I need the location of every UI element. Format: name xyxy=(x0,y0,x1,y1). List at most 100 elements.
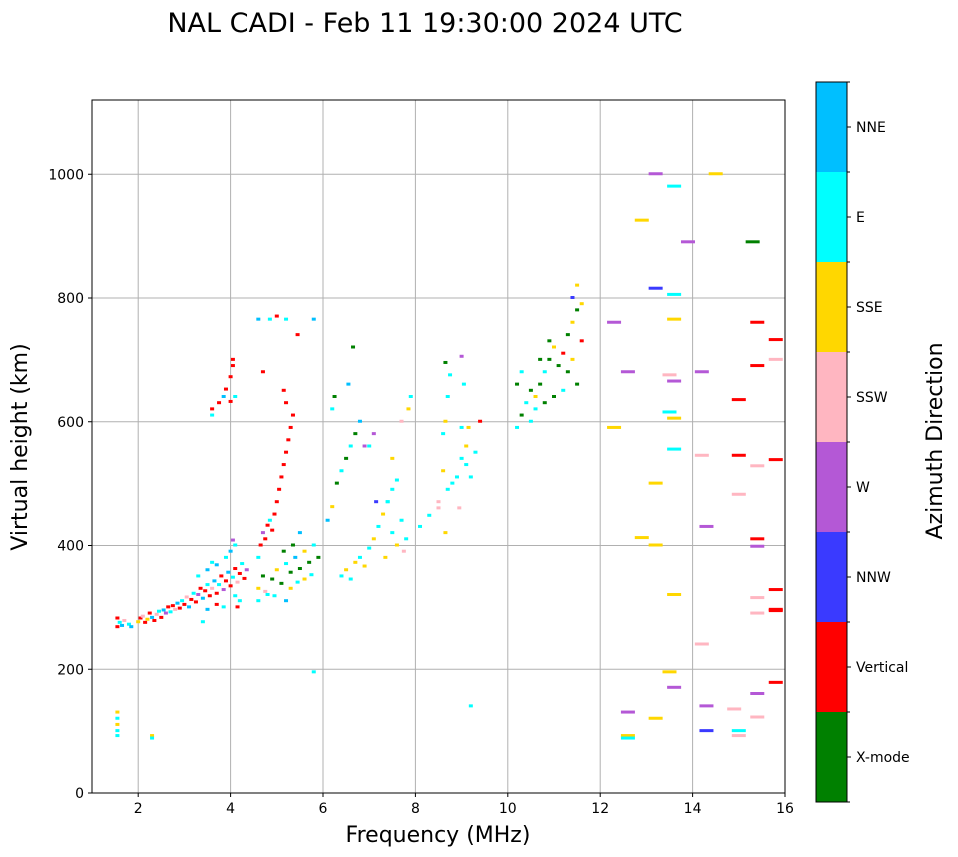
data-point xyxy=(348,444,353,448)
data-point xyxy=(731,453,746,457)
data-point xyxy=(575,382,580,386)
data-point xyxy=(448,373,453,377)
data-point xyxy=(177,606,182,610)
data-point xyxy=(210,407,215,411)
data-point xyxy=(219,574,224,578)
data-point xyxy=(374,500,379,504)
colorbar-label: SSW xyxy=(856,390,888,406)
data-point xyxy=(309,573,314,577)
data-point xyxy=(468,704,473,708)
data-point xyxy=(436,500,441,504)
data-point xyxy=(286,438,291,442)
data-point xyxy=(436,506,441,510)
data-point xyxy=(394,478,399,482)
data-point xyxy=(297,531,302,535)
data-point xyxy=(607,425,622,429)
data-point xyxy=(454,475,459,479)
data-point xyxy=(542,401,547,405)
data-point xyxy=(295,333,300,337)
data-point xyxy=(561,351,566,355)
data-point xyxy=(237,599,242,603)
data-point xyxy=(750,715,765,719)
data-point xyxy=(115,616,120,620)
data-point xyxy=(699,704,714,708)
data-point xyxy=(217,401,222,405)
data-point xyxy=(196,593,201,596)
data-point xyxy=(390,531,395,535)
colorbar-frame xyxy=(815,81,848,803)
data-point xyxy=(353,560,358,564)
data-point xyxy=(260,370,265,374)
data-point xyxy=(768,680,783,684)
data-point xyxy=(154,612,159,616)
data-point xyxy=(184,595,189,599)
data-point xyxy=(464,444,469,448)
colorbar-label: SSE xyxy=(856,300,883,316)
data-point xyxy=(226,570,231,574)
data-point xyxy=(394,543,399,547)
data-point xyxy=(648,286,663,290)
colorbar-title: Azimuth Direction xyxy=(923,342,948,539)
data-point xyxy=(468,475,473,479)
data-point xyxy=(556,364,561,368)
data-point xyxy=(311,670,316,674)
data-point xyxy=(768,609,783,613)
data-point xyxy=(233,567,238,571)
data-point xyxy=(478,419,483,423)
data-point xyxy=(115,734,120,738)
data-point xyxy=(265,523,270,527)
data-point xyxy=(552,345,556,349)
data-point xyxy=(473,450,478,454)
data-point xyxy=(750,692,765,695)
data-point xyxy=(214,591,219,595)
data-point xyxy=(122,618,127,622)
data-point xyxy=(302,577,307,581)
data-point xyxy=(244,568,249,572)
data-point xyxy=(267,317,272,321)
data-point xyxy=(533,407,538,411)
data-point xyxy=(533,395,538,398)
y-tick-label: 1000 xyxy=(48,167,84,183)
data-point xyxy=(515,425,520,429)
data-point xyxy=(662,410,677,414)
data-point xyxy=(270,577,275,581)
y-axis-ticks: 0 200 400 600 800 1000 xyxy=(48,167,92,802)
colorbar-segment xyxy=(816,82,847,172)
data-point xyxy=(519,413,524,417)
data-point xyxy=(538,382,543,386)
plot-frame xyxy=(91,99,786,794)
data-point xyxy=(221,605,226,609)
data-point xyxy=(390,456,395,460)
data-point xyxy=(768,458,783,462)
data-point xyxy=(399,518,404,522)
data-point xyxy=(288,586,293,590)
data-point xyxy=(163,611,168,615)
data-point xyxy=(547,357,552,361)
data-point xyxy=(570,320,575,324)
data-point xyxy=(168,610,173,614)
data-point xyxy=(750,544,765,548)
data-point xyxy=(230,364,235,368)
data-point xyxy=(667,317,682,321)
data-point xyxy=(662,373,677,377)
data-point xyxy=(242,576,247,580)
data-point xyxy=(161,608,166,612)
data-point xyxy=(193,600,198,604)
data-point xyxy=(450,481,455,485)
data-point xyxy=(443,419,448,423)
data-point xyxy=(228,399,233,403)
x-axis-label: Frequency (MHz) xyxy=(346,823,531,848)
y-tick-label: 0 xyxy=(75,786,84,802)
data-point xyxy=(538,357,543,361)
data-point xyxy=(235,605,240,609)
data-point xyxy=(205,568,210,572)
data-point xyxy=(120,623,125,627)
data-point xyxy=(768,338,783,342)
data-point xyxy=(138,616,143,620)
data-point xyxy=(274,500,279,504)
data-point xyxy=(339,469,344,473)
data-point xyxy=(223,579,228,583)
data-point xyxy=(233,395,238,398)
data-point xyxy=(117,620,122,624)
